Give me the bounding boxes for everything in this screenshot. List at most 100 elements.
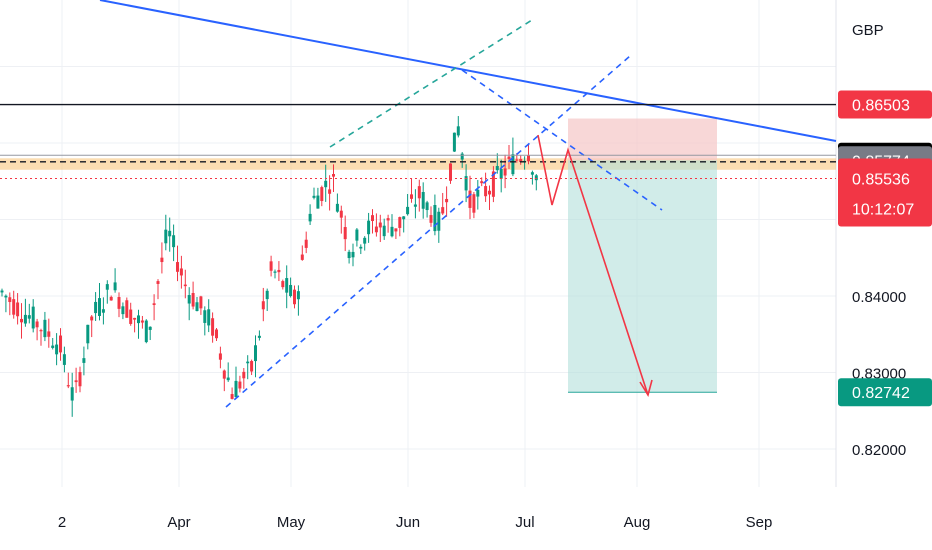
candle-body <box>269 261 273 271</box>
candle-body <box>359 246 363 249</box>
candle-body <box>179 268 183 276</box>
candle-body <box>476 189 480 197</box>
candle-body <box>296 291 300 300</box>
candle-body <box>519 159 523 163</box>
candle-body <box>246 361 250 364</box>
candle-body <box>55 344 59 355</box>
candle-body <box>374 226 378 233</box>
candle-body <box>78 372 82 387</box>
candle-body <box>316 195 320 209</box>
candle-body <box>20 318 23 323</box>
candle-body <box>261 301 265 310</box>
candle-body <box>215 329 218 339</box>
candle-body <box>468 190 472 208</box>
candle-body <box>355 229 359 241</box>
candle-body <box>211 318 215 336</box>
candle-body <box>499 169 503 179</box>
candle-body <box>324 180 328 188</box>
candle-body <box>90 316 94 321</box>
candle-body <box>70 387 74 401</box>
candle-body <box>207 309 211 326</box>
candle-body <box>441 207 445 214</box>
candle-body <box>218 353 222 360</box>
candle-body <box>137 315 140 324</box>
candle-body <box>98 298 101 316</box>
y-tick-label: 0.84000 <box>852 289 906 306</box>
candle-body <box>332 174 335 177</box>
candle-body <box>410 194 413 199</box>
candle-body <box>172 235 176 248</box>
descending-trendline <box>99 0 837 142</box>
falling-dashed-line <box>461 69 663 211</box>
candle-body <box>289 284 293 297</box>
candle-body <box>47 331 51 337</box>
candle-body <box>140 320 144 323</box>
candle-body <box>503 168 507 176</box>
candle-body <box>382 225 386 237</box>
candle-body <box>160 257 164 263</box>
candle-body <box>413 204 417 207</box>
x-tick-label: Jun <box>396 514 420 531</box>
candle-body <box>390 226 394 237</box>
candle-body <box>281 281 285 288</box>
candle-body <box>152 303 156 305</box>
candle-body <box>27 315 31 319</box>
candle-body <box>4 295 8 298</box>
candle-body <box>449 163 452 181</box>
candle-body <box>109 296 113 301</box>
candle-body <box>43 319 47 338</box>
candle-body <box>12 299 16 315</box>
candle-body <box>254 345 257 362</box>
candle-body <box>367 220 371 235</box>
candle-body <box>176 262 179 272</box>
candle-body <box>363 237 367 244</box>
candle-body <box>39 330 43 332</box>
candle-body <box>484 186 488 197</box>
candle-body <box>16 302 20 317</box>
zones <box>0 118 836 393</box>
candle-body <box>113 282 117 291</box>
candle-body <box>238 381 242 389</box>
candle-body <box>183 284 187 287</box>
candle-body <box>8 297 12 303</box>
candle-body <box>273 271 277 273</box>
candle-body <box>148 326 152 330</box>
drawn-lines <box>0 0 837 408</box>
x-tick-label: 2 <box>58 514 66 531</box>
candle-body <box>156 281 160 284</box>
price-badge-label: 0.86503 <box>852 98 910 115</box>
candle-body <box>94 301 98 314</box>
candle-body <box>347 251 351 259</box>
x-tick-label: May <box>277 514 306 531</box>
candle-body <box>203 310 207 323</box>
candle-body <box>445 198 449 203</box>
candle-body <box>386 218 390 221</box>
candle-body <box>35 321 39 328</box>
candle-body <box>464 176 468 191</box>
candle-body <box>425 202 429 211</box>
axis-panel: GBP 2 Apr May Jun Jul Aug Sep0.840000.830000.8… <box>58 22 932 531</box>
x-tick-label: Apr <box>167 514 190 531</box>
price-badge-label: 0.82742 <box>852 385 910 402</box>
candle-body <box>511 154 515 175</box>
candle-body <box>433 205 437 232</box>
candle-body <box>312 195 316 198</box>
candle-body <box>250 361 254 372</box>
take-profit-box <box>568 160 717 393</box>
candle-body <box>304 239 308 248</box>
candle-body <box>86 324 90 344</box>
x-tick-label: Jul <box>515 514 534 531</box>
candle-body <box>534 175 538 181</box>
candle-body <box>371 215 374 222</box>
candle-body <box>234 380 238 398</box>
candle-body <box>339 210 343 218</box>
price-badge-high-line <box>838 90 932 119</box>
candle-body <box>117 297 121 309</box>
channel-upper-line <box>329 19 533 148</box>
candle-body <box>421 191 425 209</box>
candle-body <box>406 206 410 215</box>
candle-body <box>144 320 148 343</box>
candle-body <box>23 314 27 324</box>
